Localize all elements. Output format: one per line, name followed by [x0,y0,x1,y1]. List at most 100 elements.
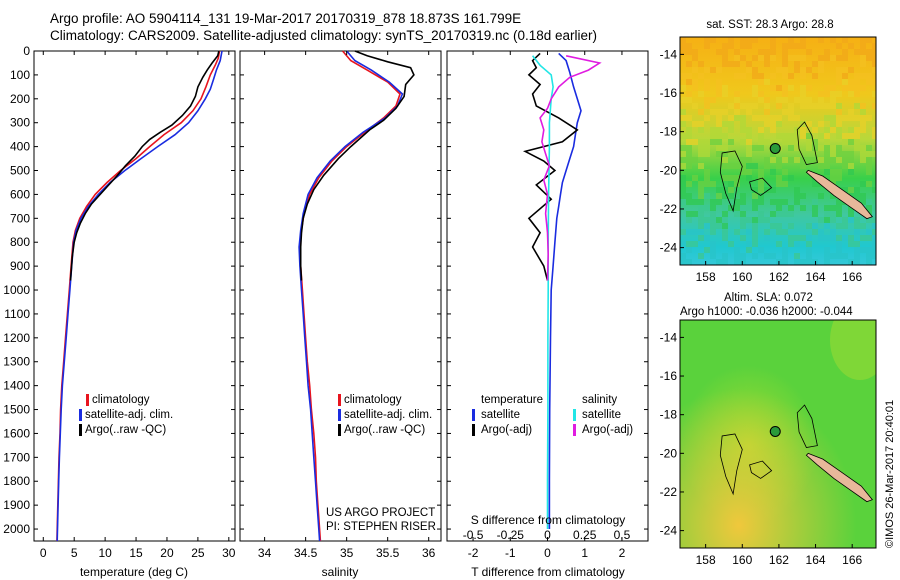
salinity-xlabel: salinity [322,565,359,579]
sst-cell [812,223,818,229]
sst-cell [872,103,876,109]
sst-cell [848,157,854,163]
sst-cell [764,139,770,145]
sst-cell [860,85,866,91]
sst-cell [686,241,692,247]
sst-cell [728,187,734,193]
sst-cell [794,67,800,73]
salinity-legend: climatology satellite-adj. clim. Argo(..… [338,394,432,436]
sst-cell [788,205,794,211]
sst-cell [722,163,728,169]
sst-cell [848,43,854,49]
sst-cell [836,73,842,79]
sst-cell [842,37,848,43]
sst-cell [728,193,734,199]
sst-cell [770,199,776,205]
sst-cell [752,241,758,247]
sst-cell [860,235,866,241]
sst-cell [710,217,716,223]
sst-cell [866,247,872,253]
sst-cell [830,85,836,91]
sst-cell [740,157,746,163]
sst-cell [788,115,794,121]
sst-cell [698,199,704,205]
sst-cell [806,235,812,241]
sst-cell [794,115,800,121]
sst-cell [686,229,692,235]
sst-cell [686,157,692,163]
map-x-tick-label: 164 [806,553,826,567]
sst-cell [848,139,854,145]
sst-cell [710,199,716,205]
sst-cell [698,229,704,235]
sst-cell [740,169,746,175]
sst-cell [680,193,686,199]
sst-cell [872,187,876,193]
y-tick-label: 600 [10,187,30,201]
series-line-salinity-satellite [531,55,554,529]
sst-cell [842,67,848,73]
sst-cell [842,163,848,169]
x-tick-label: 34.5 [294,546,318,560]
argo-position-marker [769,142,781,154]
sst-cell [788,85,794,91]
legend-swatch-argo [79,424,82,436]
sst-cell [722,253,728,259]
sst-cell [800,193,806,199]
difference-panel: -2 -1 0 1 2 -0.5 -0.25 0 0.25 0.5 T difference fr… [446,50,649,579]
y-tick-label: 1500 [3,403,30,417]
sst-cell [812,157,818,163]
sst-cell [788,139,794,145]
sst-cell [848,187,854,193]
sst-cell [836,127,842,133]
sst-cell [746,217,752,223]
sst-cell [830,55,836,61]
sst-cell [734,253,740,259]
sst-cell [704,169,710,175]
sst-cell [872,223,876,229]
sst-cell [860,115,866,121]
y-tick-label: 1300 [3,355,30,369]
sst-cell [842,187,848,193]
sst-cell [722,49,728,55]
sst-cell [824,253,830,259]
sst-cell [698,145,704,151]
sst-cell [818,163,824,169]
sst-cell [680,253,686,259]
sst-cell [806,157,812,163]
sst-cell [740,223,746,229]
sst-cell [764,163,770,169]
legend-label-argo: Argo(..raw -QC) [85,424,166,436]
sst-cell [698,151,704,157]
sst-cell [722,109,728,115]
sst-cell [860,73,866,79]
sst-cell [824,139,830,145]
sst-cell [746,43,752,49]
sst-cell [866,145,872,151]
sst-cell [806,103,812,109]
sst-cell [830,175,836,181]
sst-cell [872,217,876,223]
sst-cell [734,91,740,97]
sst-cell [776,85,782,91]
sst-cell [746,37,752,43]
map-y-tick-label: -18 [660,125,678,139]
sst-cell [794,157,800,163]
sst-cell [722,229,728,235]
sst-cell [710,241,716,247]
sst-cell [872,229,876,235]
sst-cell [752,235,758,241]
sst-cell [716,187,722,193]
sst-cell [704,181,710,187]
sst-cell [854,145,860,151]
sst-cell [722,259,728,265]
x-tick-label: 30 [222,546,236,560]
sst-cell [698,109,704,115]
y-tick-label: 800 [10,235,30,249]
sst-cell [746,109,752,115]
sst-cell [734,97,740,103]
sst-cell [692,157,698,163]
sst-cell [866,259,872,265]
sst-cell [836,103,842,109]
sst-cell [692,175,698,181]
